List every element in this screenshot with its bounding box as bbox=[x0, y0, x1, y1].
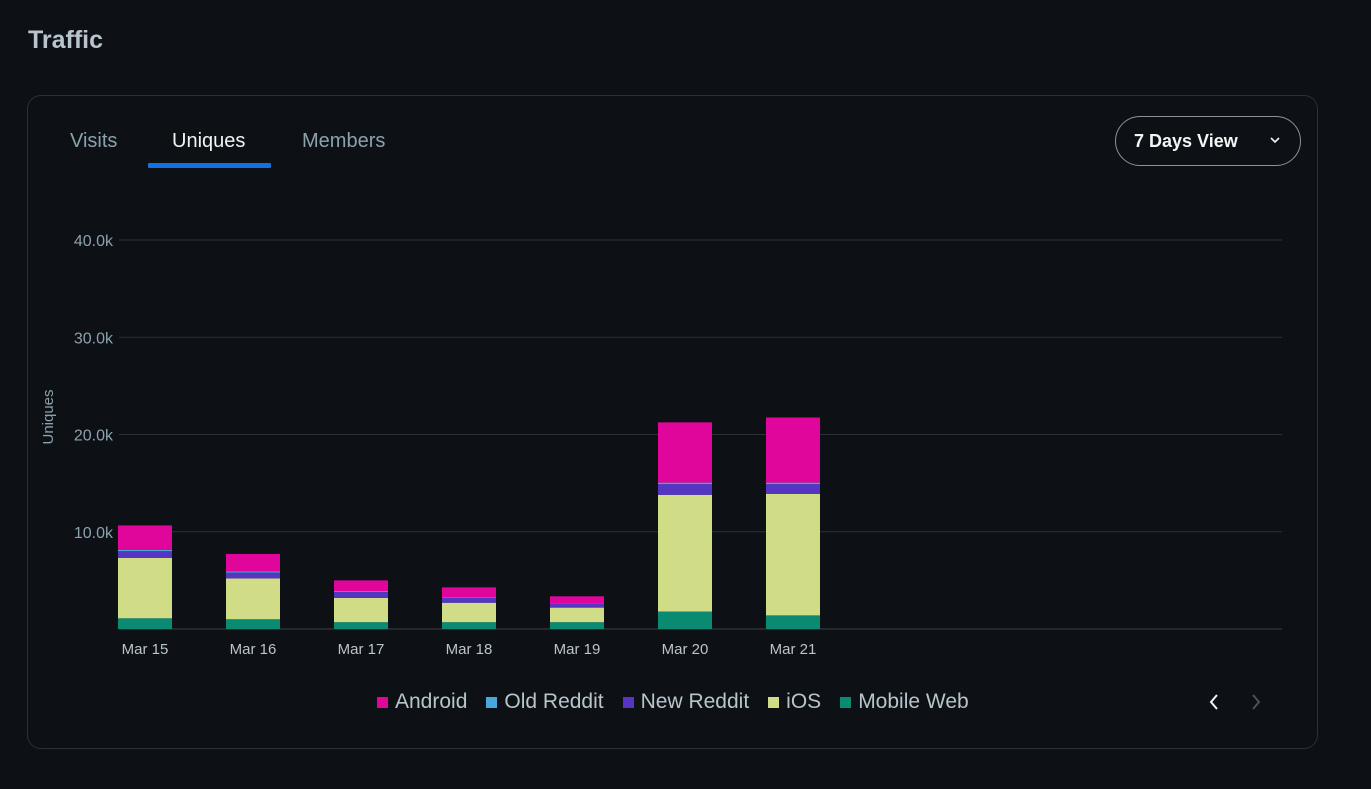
bar-segment-ios bbox=[766, 493, 820, 616]
y-tick-label: 20.0k bbox=[74, 428, 114, 445]
y-tick-label: 10.0k bbox=[74, 525, 114, 542]
bar-segment-new-reddit bbox=[766, 484, 820, 494]
tab-uniques[interactable]: Uniques bbox=[172, 130, 246, 152]
y-tick-label: 40.0k bbox=[74, 233, 114, 250]
bar-segment-android bbox=[334, 580, 388, 592]
legend-swatch bbox=[486, 696, 498, 708]
bar-segment-old-reddit bbox=[550, 603, 604, 604]
bar-segment-android bbox=[442, 587, 496, 598]
bar-segment-mobile-web bbox=[550, 622, 604, 629]
bar-segment-new-reddit bbox=[550, 603, 604, 608]
legend-label: Mobile Web bbox=[858, 690, 969, 713]
bar-segment-new-reddit bbox=[118, 551, 172, 559]
legend-item-android[interactable]: Android bbox=[377, 690, 467, 714]
bar-segment-old-reddit bbox=[766, 482, 820, 485]
chevron-left-icon[interactable] bbox=[1202, 690, 1226, 714]
x-tick-label: Mar 15 bbox=[122, 641, 169, 658]
chart-legend: Android Old Reddit New Reddit iOS Mobile Web bbox=[377, 690, 988, 714]
x-tick-label: Mar 21 bbox=[770, 641, 817, 658]
bar-segment-android bbox=[118, 525, 172, 550]
legend-swatch bbox=[768, 696, 780, 708]
bar-segment-ios bbox=[334, 597, 388, 623]
bar-segment-mobile-web bbox=[118, 618, 172, 629]
uniques-chart: 10.0k 20.0k 30.0k 40.0k Uniques Mar 15 Mar 16 M… bbox=[40, 233, 1282, 658]
bar-segment-mobile-web bbox=[226, 619, 280, 629]
bar-segment-old-reddit bbox=[226, 571, 280, 573]
bar-segment-new-reddit bbox=[226, 572, 280, 579]
active-tab-indicator bbox=[148, 163, 271, 168]
page-title: Traffic bbox=[28, 26, 104, 54]
legend-swatch bbox=[840, 696, 852, 708]
view-range-select[interactable]: 7 Days View bbox=[1115, 116, 1301, 166]
bar-segment-android bbox=[226, 553, 280, 572]
bar-segment-ios bbox=[550, 607, 604, 623]
legend-swatch bbox=[377, 696, 388, 708]
legend-swatch bbox=[622, 696, 634, 708]
legend-item-new-reddit[interactable]: New Reddit bbox=[622, 690, 750, 714]
chevron-right-icon[interactable] bbox=[1244, 690, 1268, 714]
legend-label: New Reddit bbox=[640, 690, 750, 713]
bar-segment-ios bbox=[442, 602, 496, 623]
bar-segment-android bbox=[658, 422, 712, 483]
bar-segment-new-reddit bbox=[442, 597, 496, 603]
bar-segment-android bbox=[766, 417, 820, 483]
bar-segment-old-reddit bbox=[442, 597, 496, 598]
tab-members[interactable]: Members bbox=[302, 130, 386, 152]
bar-segment-mobile-web bbox=[442, 622, 496, 629]
chevron-down-icon bbox=[1270, 137, 1280, 144]
bar-segment-new-reddit bbox=[658, 484, 712, 495]
legend-item-mobile-web[interactable]: Mobile Web bbox=[840, 690, 969, 714]
legend-label: Old Reddit bbox=[504, 690, 604, 713]
bar-segment-old-reddit bbox=[118, 549, 172, 552]
y-axis-title: Uniques bbox=[40, 389, 57, 444]
legend-item-old-reddit[interactable]: Old Reddit bbox=[486, 690, 604, 714]
view-range-value: 7 Days View bbox=[1134, 130, 1238, 151]
x-tick-label: Mar 16 bbox=[230, 641, 277, 658]
bar-segment-ios bbox=[118, 558, 172, 619]
y-tick-label: 30.0k bbox=[74, 330, 114, 347]
bar-segment-android bbox=[550, 596, 604, 604]
traffic-card: Visits Uniques Members 7 Days View 10.0k… bbox=[27, 95, 1318, 749]
bar-segment-old-reddit bbox=[334, 591, 388, 593]
legend-item-ios[interactable]: iOS bbox=[768, 690, 821, 714]
bar-segment-new-reddit bbox=[334, 592, 388, 598]
x-tick-label: Mar 19 bbox=[554, 641, 601, 658]
bar-segment-mobile-web bbox=[658, 611, 712, 629]
bar-segment-old-reddit bbox=[658, 482, 712, 485]
legend-label: Android bbox=[395, 690, 468, 713]
legend-label: iOS bbox=[786, 690, 822, 713]
tab-visits[interactable]: Visits bbox=[70, 130, 118, 152]
x-tick-label: Mar 20 bbox=[662, 641, 709, 658]
bar-segment-ios bbox=[658, 494, 712, 612]
bar-segment-mobile-web bbox=[334, 622, 388, 629]
bar-segment-mobile-web bbox=[766, 615, 820, 629]
x-tick-label: Mar 18 bbox=[446, 641, 493, 658]
x-tick-label: Mar 17 bbox=[338, 641, 385, 658]
bar-segment-ios bbox=[226, 578, 280, 620]
